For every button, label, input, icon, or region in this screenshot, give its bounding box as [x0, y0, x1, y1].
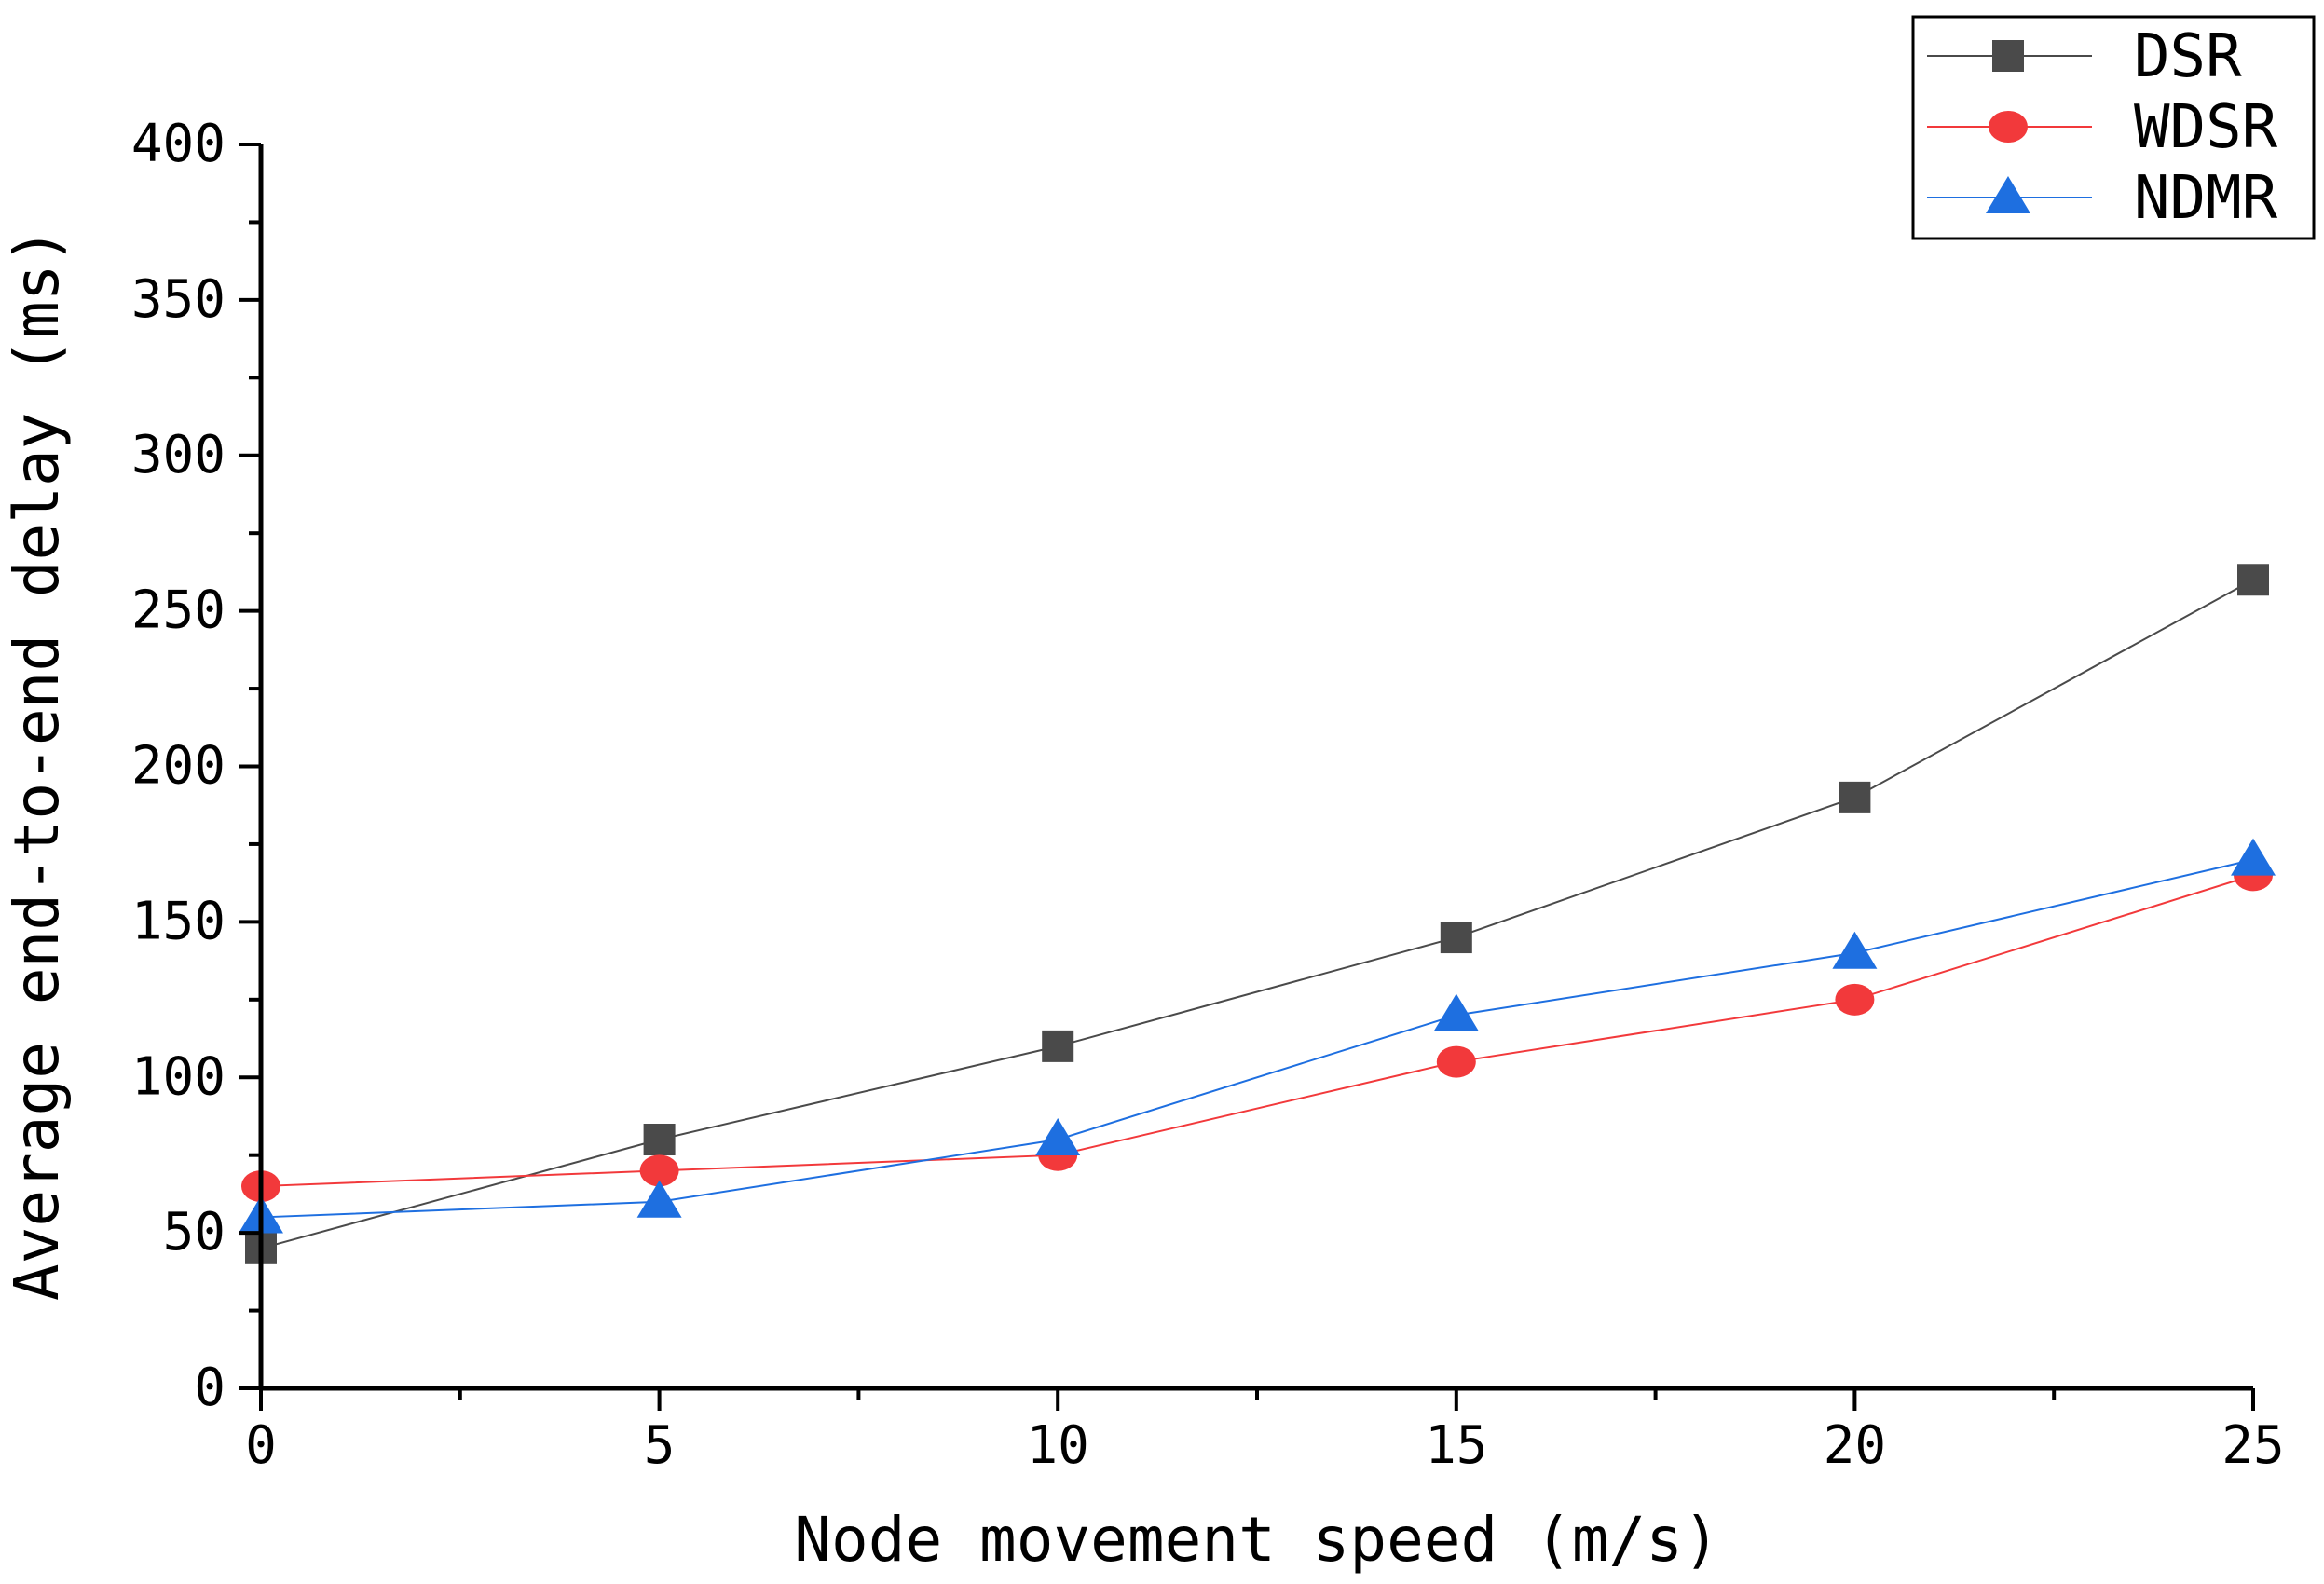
x-tick-label: 20	[1824, 1415, 1886, 1476]
ticks: 0 50 100 150 200 250 300 350 400 0 5 10 15 20 25	[131, 114, 2285, 1476]
x-tick-label: 15	[1425, 1415, 1487, 1476]
y-tick-label: 50	[163, 1202, 226, 1263]
series-line-ndmr	[260, 858, 2254, 1219]
data-point-wdsr	[639, 1154, 679, 1187]
data-point-ndmr	[1035, 1118, 1081, 1155]
series-layer	[239, 564, 2276, 1264]
axes	[258, 144, 2253, 1391]
legend-marker-ndmr	[1986, 176, 2030, 213]
legend-label-ndmr: NDMR	[2134, 164, 2278, 233]
series-line-wdsr	[260, 874, 2254, 1188]
y-tick-label: 100	[131, 1046, 226, 1107]
data-point-dsr	[1440, 922, 1472, 954]
data-point-ndmr	[1832, 931, 1878, 969]
data-point-ndmr	[636, 1180, 682, 1218]
y-tick-label: 0	[194, 1358, 226, 1418]
y-tick-label: 400	[131, 114, 226, 174]
y-tick-label: 200	[131, 736, 226, 797]
legend-marker-wdsr	[1989, 111, 2028, 143]
x-tick-label: 10	[1026, 1415, 1088, 1476]
y-tick-label: 300	[131, 425, 226, 485]
legend-marker-dsr	[1992, 40, 2024, 72]
y-tick-label: 350	[131, 269, 226, 330]
legend-label-wdsr: WDSR	[2134, 93, 2278, 162]
y-tick-label: 150	[131, 891, 226, 951]
data-point-wdsr	[1835, 983, 1875, 1016]
x-tick-label: 5	[644, 1415, 676, 1476]
data-point-ndmr	[1433, 993, 1479, 1031]
data-point-dsr	[2237, 564, 2269, 596]
data-point-dsr	[1839, 781, 1871, 813]
data-point-dsr	[643, 1124, 676, 1155]
legend-box	[1911, 15, 2316, 240]
x-tick-label: 0	[245, 1415, 277, 1476]
x-axis-title: Node movement speed (m/s)	[794, 1504, 1719, 1576]
x-tick-label: 25	[2221, 1415, 2284, 1476]
data-point-ndmr	[2231, 838, 2276, 876]
legend-label-dsr: DSR	[2134, 22, 2242, 91]
y-axis-title: Average end-to-end delay (ms)	[1, 227, 73, 1301]
data-point-dsr	[1042, 1030, 1074, 1062]
series-line-dsr	[260, 579, 2254, 1249]
y-tick-label: 250	[131, 580, 226, 641]
data-point-wdsr	[1436, 1045, 1476, 1078]
